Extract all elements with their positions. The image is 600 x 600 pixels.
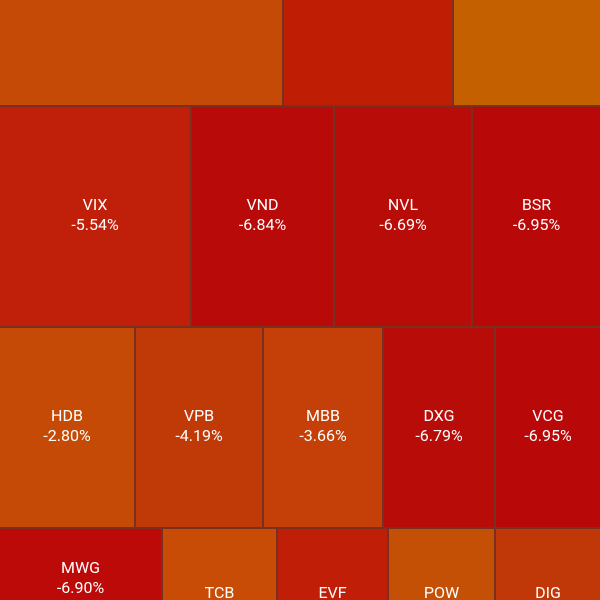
tile-symbol: EVF — [318, 583, 347, 600]
tile-symbol: BSR — [521, 194, 552, 214]
tile-symbol: TCB — [204, 583, 235, 600]
tile-symbol: VCG — [532, 405, 564, 425]
tile[interactable]: MBB -3.66% — [264, 328, 382, 527]
tile-symbol: DXG — [423, 405, 455, 425]
tile-change: -2.80% — [43, 425, 91, 445]
tile[interactable]: VPB -4.19% — [136, 328, 262, 527]
tile-symbol: VND — [246, 194, 279, 214]
tile-symbol: VPB — [183, 405, 215, 425]
tile-change: -6.69% — [379, 214, 427, 234]
tile[interactable]: VIX -5.54% — [0, 107, 190, 326]
tile[interactable] — [284, 0, 452, 105]
tile-change: -6.79% — [415, 425, 463, 445]
tile[interactable]: EVF — [278, 529, 387, 600]
tile-symbol: NVL — [387, 194, 419, 214]
tile[interactable] — [0, 0, 282, 105]
tile-symbol: DIG — [535, 583, 561, 600]
tile-change: -6.84% — [238, 214, 287, 234]
tile[interactable]: HDB -2.80% — [0, 328, 134, 527]
tile-change: -6.95% — [524, 425, 572, 445]
tile[interactable]: DIG — [496, 529, 600, 600]
tile-symbol: VIX — [82, 194, 108, 214]
tile-symbol: HDB — [51, 405, 83, 425]
tile[interactable]: NVL -6.69% — [335, 107, 471, 326]
tile[interactable]: VND -6.84% — [192, 107, 333, 326]
tile-change: -5.54% — [71, 214, 119, 234]
tile-change: -3.66% — [299, 425, 347, 445]
tile[interactable]: BSR -6.95% — [473, 107, 600, 326]
tile-change: -6.95% — [512, 214, 561, 234]
tile[interactable]: TCB — [163, 529, 276, 600]
tile-change: -6.90% — [56, 578, 105, 597]
tile[interactable]: DXG -6.79% — [384, 328, 494, 527]
tile[interactable]: MWG -6.90% — [0, 529, 161, 600]
tile[interactable]: VCG -6.95% — [496, 328, 600, 527]
tile-symbol: POW — [423, 583, 460, 600]
tile-symbol: MBB — [306, 405, 340, 425]
tile-symbol: MWG — [60, 558, 101, 577]
tile-change: -4.19% — [175, 425, 223, 445]
tile[interactable] — [454, 0, 600, 105]
tile[interactable]: POW — [389, 529, 494, 600]
